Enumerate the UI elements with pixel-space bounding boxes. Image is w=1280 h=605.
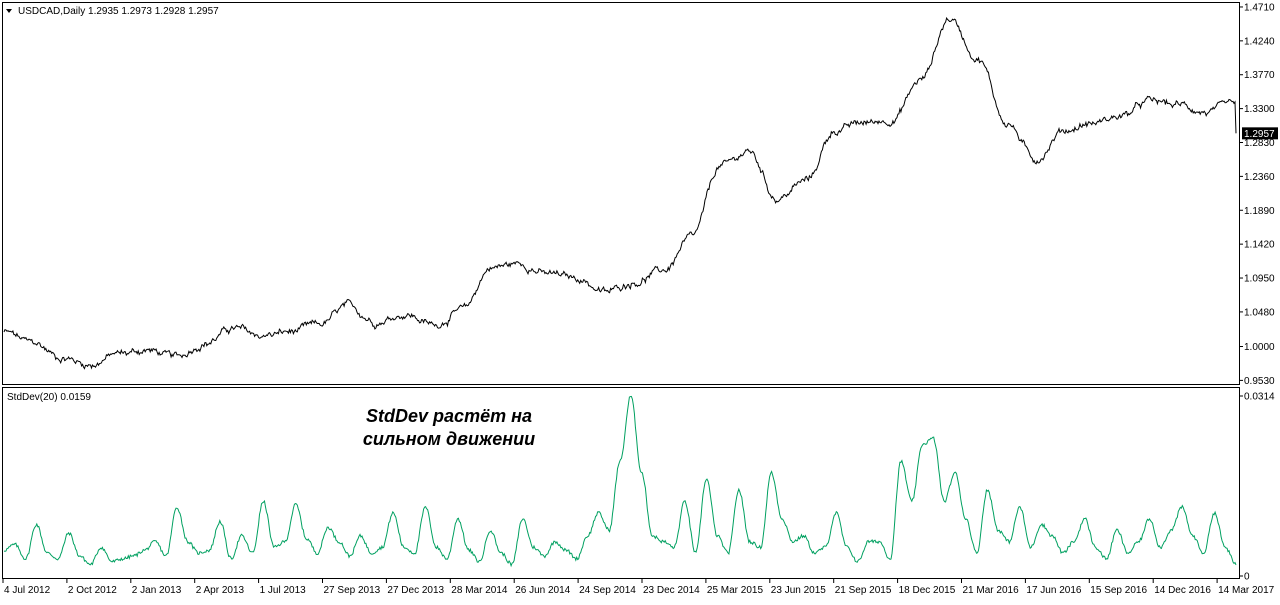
x-tick-label: 1 Jul 2013 [260,585,307,596]
x-tick-label: 21 Sep 2015 [835,585,892,596]
x-tick-label: 2 Apr 2013 [196,585,245,596]
current-price-label: 1.2957 [1244,129,1275,140]
x-tick-label: 2 Oct 2012 [68,585,117,596]
dropdown-triangle-icon[interactable] [6,9,12,13]
current-price-marker: 1.2957 [1242,127,1278,140]
price-y-tick-label: 1.0480 [1244,307,1275,318]
stddev-panel-frame [2,387,1240,579]
x-tick-label: 28 Mar 2014 [451,585,508,596]
x-tick-label: 23 Jun 2015 [771,585,826,596]
annotation-line-1: StdDev растёт на [366,406,532,426]
x-tick-label: 26 Jun 2014 [515,585,570,596]
price-header: USDCAD,Daily 1.2935 1.2973 1.2928 1.2957 [18,6,219,17]
stddev-y-axis: 0.0314 0 [1239,392,1275,583]
x-tick-label: 27 Sep 2013 [324,585,381,596]
x-tick-label: 25 Mar 2015 [707,585,764,596]
price-y-axis: 1.4710 1.4240 1.3770 1.3300 1.2830 1.2360 1.18… [1239,2,1275,387]
price-panel-frame [2,2,1240,385]
stddev-series-line [3,395,1237,568]
x-tick-label: 24 Sep 2014 [579,585,636,596]
annotation-line-2: сильном движении [363,429,535,449]
price-y-tick-label: 1.4710 [1244,2,1275,13]
x-tick-label: 18 Dec 2015 [899,585,956,596]
time-axis: 4 Jul 2012 2 Oct 2012 2 Jan 2013 2 Apr 2013… [2,578,1275,596]
price-y-tick-label: 1.4240 [1244,36,1275,47]
price-y-tick-label: 1.1420 [1244,240,1275,251]
price-y-tick-label: 1.0000 [1244,342,1275,353]
x-tick-label: 4 Jul 2012 [4,585,51,596]
x-tick-label: 15 Sep 2016 [1090,585,1147,596]
current-price-marker-bg [1242,127,1278,140]
x-tick-label: 23 Dec 2014 [643,585,700,596]
price-y-tick-label: 1.0950 [1244,274,1275,285]
x-tick-label: 21 Mar 2016 [963,585,1020,596]
x-tick-label: 14 Mar 2017 [1218,585,1275,596]
price-y-tick-label: 1.2360 [1244,172,1275,183]
stddev-header: StdDev(20) 0.0159 [7,392,91,403]
price-y-tick-label: 1.2830 [1244,138,1275,149]
price-y-tick-label: 1.1890 [1244,206,1275,217]
stddev-y-tick-label: 0 [1244,572,1250,583]
price-y-tick-label: 0.9530 [1244,376,1275,387]
x-tick-label: 27 Dec 2013 [387,585,444,596]
x-tick-label: 17 Jun 2016 [1026,585,1081,596]
price-series-line [3,16,1237,370]
price-y-tick-label: 1.3300 [1244,104,1275,115]
x-tick-label: 14 Dec 2016 [1154,585,1211,596]
stddev-y-tick-label: 0.0314 [1244,392,1275,403]
x-tick-label: 2 Jan 2013 [132,585,182,596]
price-y-tick-label: 1.3770 [1244,70,1275,81]
